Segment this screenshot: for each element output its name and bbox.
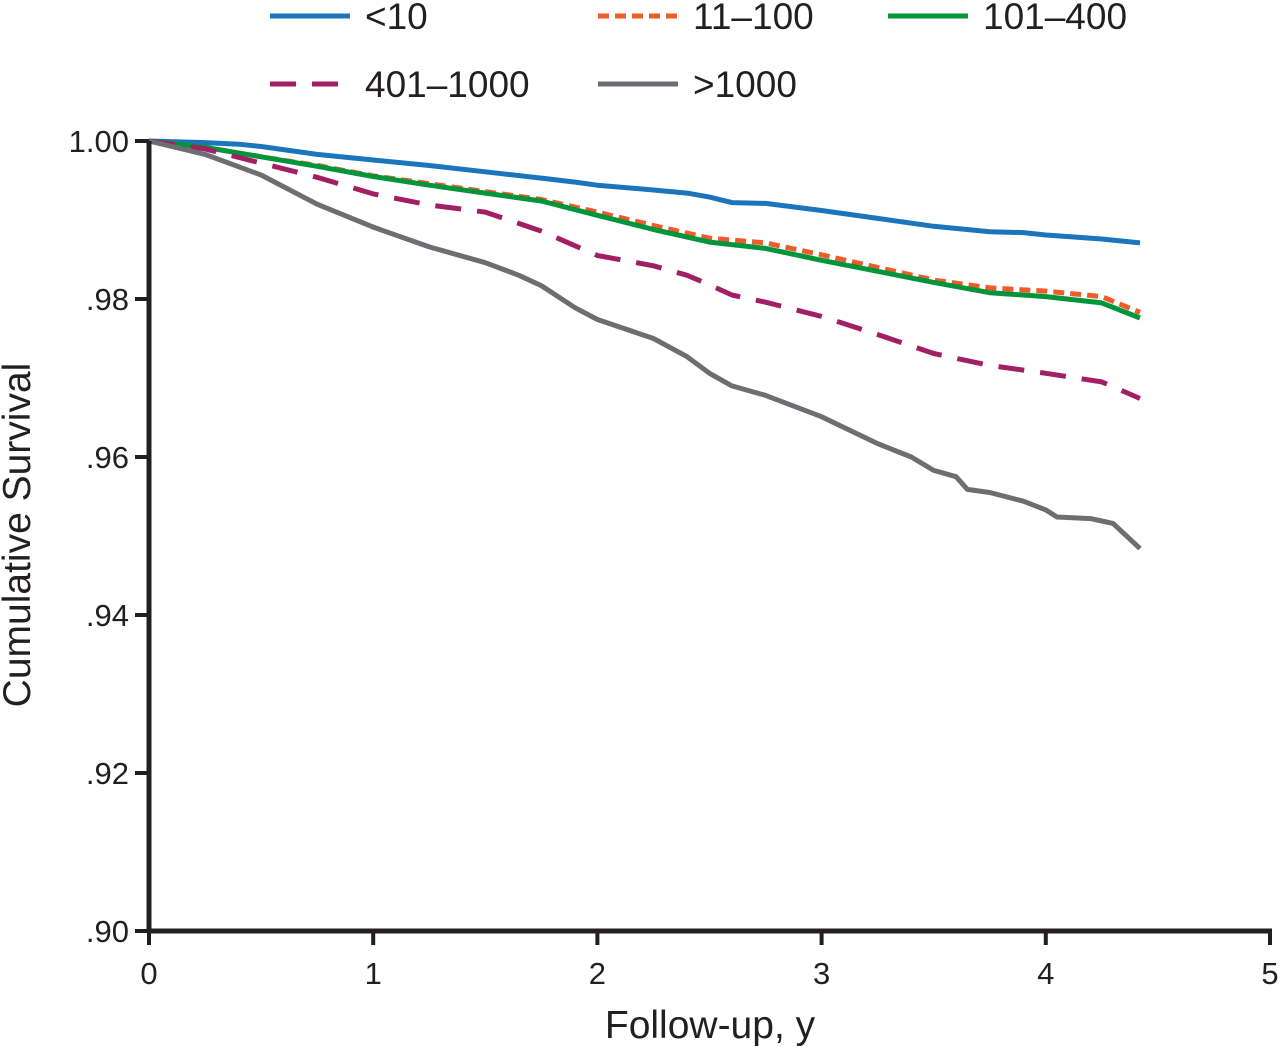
legend: <10 11–100 101–400 401–1000 >1000: [270, 0, 1127, 105]
x-tick-label: 4: [1037, 956, 1054, 991]
axes: 1.00 .98 .96 .94 .92 .90 0 1 2 3 4 5: [69, 124, 1279, 991]
series-line-lt-10: [148, 138, 1141, 246]
legend-item-11-100: 11–100: [598, 0, 814, 37]
series-lines: [148, 138, 1142, 551]
x-tick-label: 3: [813, 956, 830, 991]
x-tick-label: 0: [140, 956, 157, 991]
y-tick-label: .94: [86, 598, 129, 633]
y-tick-label: .96: [86, 440, 129, 475]
legend-label: 401–1000: [365, 64, 530, 105]
y-tick-label: .98: [86, 282, 129, 317]
series-line-gt-1000: [148, 138, 1142, 551]
series-line-101-400: [148, 138, 1141, 321]
series-line-401-1000: [148, 138, 1141, 401]
y-tick-label: .92: [86, 756, 129, 791]
y-axis-title: Cumulative Survival: [0, 363, 39, 708]
legend-label: 11–100: [693, 0, 814, 37]
legend-item-101-400: 101–400: [888, 0, 1127, 37]
y-tick-label: 1.00: [69, 124, 129, 159]
x-axis-title: Follow-up, y: [605, 1004, 816, 1047]
x-tick-label: 1: [365, 956, 382, 991]
legend-item-gt-1000: >1000: [598, 64, 797, 105]
x-tick-label: 2: [589, 956, 606, 991]
series-line-11-100: [148, 138, 1141, 315]
y-tick-label: .90: [86, 914, 129, 949]
legend-label: <10: [365, 0, 428, 37]
legend-label: 101–400: [983, 0, 1127, 37]
x-tick-label: 5: [1261, 956, 1278, 991]
legend-label: >1000: [693, 64, 797, 105]
legend-item-401-1000: 401–1000: [270, 64, 530, 105]
legend-item-lt-10: <10: [270, 0, 428, 37]
